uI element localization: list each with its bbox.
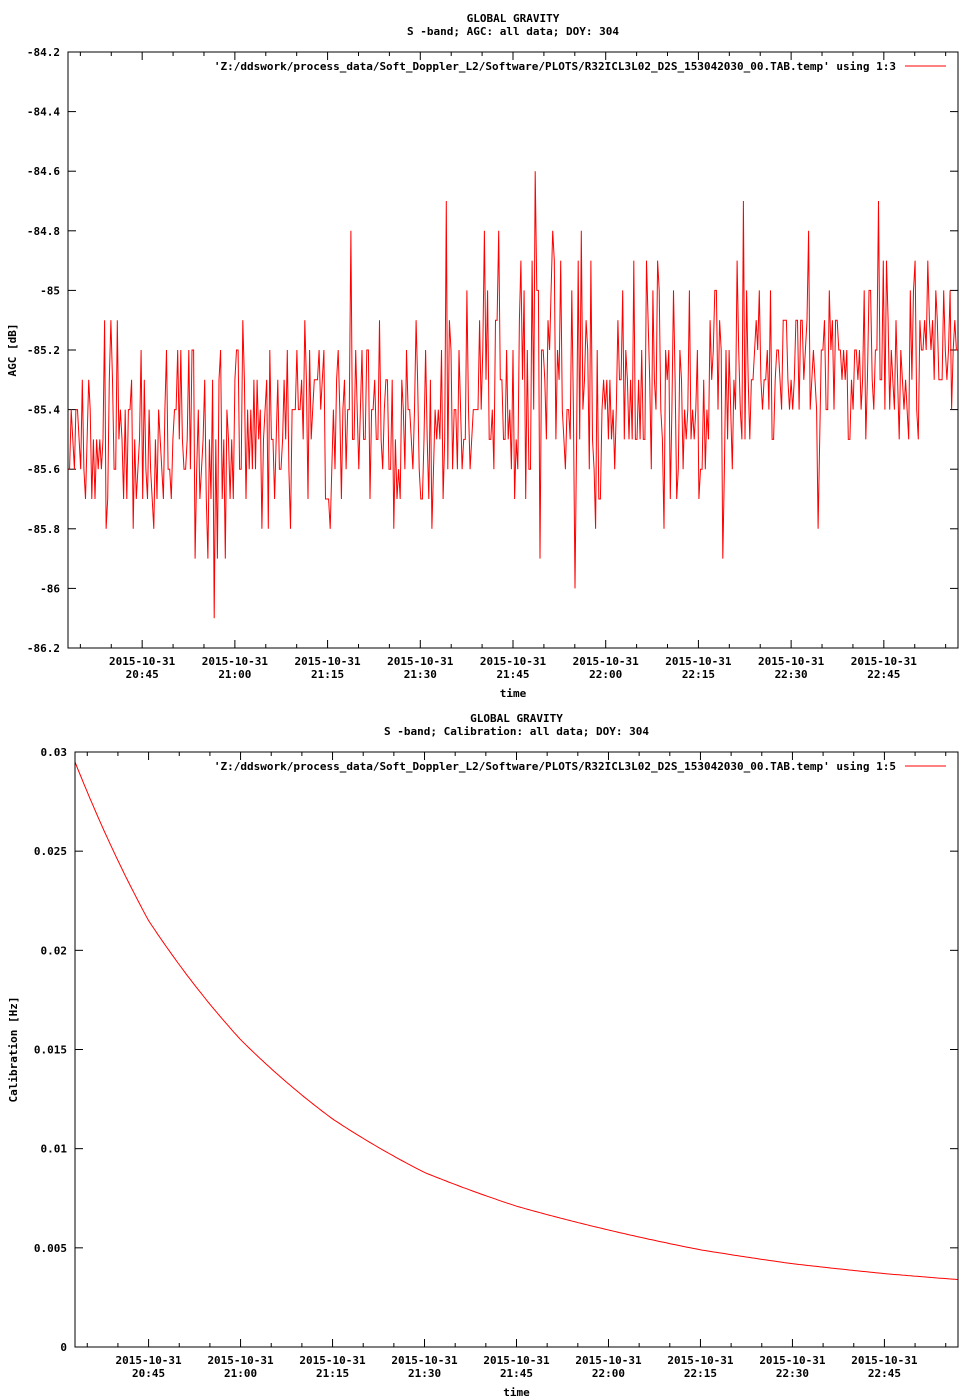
series-line (74, 761, 959, 1281)
x-tick-time-label: 22:15 (684, 1367, 717, 1380)
series-line (68, 171, 958, 619)
legend-label: 'Z:/ddswork/process_data/Soft_Doppler_L2… (214, 60, 896, 73)
y-tick-label: 0.02 (41, 944, 68, 957)
x-tick-date-label: 2015-10-31 (758, 655, 825, 668)
x-axis-label: time (500, 687, 527, 700)
y-tick-label: 0.015 (34, 1044, 67, 1057)
x-tick-time-label: 22:15 (682, 668, 715, 681)
x-tick-date-label: 2015-10-31 (573, 655, 640, 668)
y-tick-label: 0.01 (41, 1143, 68, 1156)
y-tick-label: 0.005 (34, 1242, 67, 1255)
x-tick-date-label: 2015-10-31 (207, 1354, 274, 1367)
x-tick-date-label: 2015-10-31 (299, 1354, 366, 1367)
x-tick-date-label: 2015-10-31 (483, 1354, 550, 1367)
y-axis-label: AGC [dB] (6, 324, 19, 377)
y-axis-label: Calibration [Hz] (7, 997, 20, 1103)
x-tick-date-label: 2015-10-31 (665, 655, 732, 668)
x-tick-time-label: 20:45 (126, 668, 159, 681)
chart-subtitle: S -band; Calibration: all data; DOY: 304 (384, 725, 649, 738)
x-tick-date-label: 2015-10-31 (667, 1354, 734, 1367)
x-tick-time-label: 22:00 (592, 1367, 625, 1380)
plot-frame (67, 51, 959, 649)
y-tick-label: -84.4 (27, 106, 60, 119)
chart-title: GLOBAL GRAVITY (467, 12, 560, 25)
x-tick-date-label: 2015-10-31 (294, 655, 361, 668)
x-tick-time-label: 21:00 (218, 668, 251, 681)
x-tick-time-label: 22:30 (775, 668, 808, 681)
x-tick-date-label: 2015-10-31 (851, 655, 918, 668)
y-tick-label: 0.025 (34, 845, 67, 858)
x-tick-date-label: 2015-10-31 (851, 1354, 918, 1367)
x-tick-time-label: 21:45 (500, 1367, 533, 1380)
x-tick-date-label: 2015-10-31 (391, 1354, 458, 1367)
y-tick-label: -84.2 (27, 46, 60, 59)
x-tick-time-label: 22:45 (868, 1367, 901, 1380)
x-tick-time-label: 21:45 (496, 668, 529, 681)
x-tick-time-label: 22:30 (776, 1367, 809, 1380)
y-tick-label: 0 (60, 1341, 67, 1354)
x-axis-label: time (503, 1386, 530, 1399)
x-tick-time-label: 21:30 (408, 1367, 441, 1380)
y-tick-label: -85.6 (27, 463, 60, 476)
chart-subtitle: S -band; AGC: all data; DOY: 304 (407, 25, 619, 38)
chart-title: GLOBAL GRAVITY (470, 712, 563, 725)
legend-label: 'Z:/ddswork/process_data/Soft_Doppler_L2… (214, 760, 896, 773)
y-tick-label: -85.4 (27, 404, 60, 417)
x-tick-time-label: 21:15 (316, 1367, 349, 1380)
x-tick-time-label: 22:45 (867, 668, 900, 681)
x-tick-date-label: 2015-10-31 (575, 1354, 642, 1367)
y-tick-label: -85.2 (27, 344, 60, 357)
y-tick-label: -86 (40, 582, 60, 595)
x-tick-time-label: 21:15 (311, 668, 344, 681)
x-tick-date-label: 2015-10-31 (115, 1354, 182, 1367)
x-tick-date-label: 2015-10-31 (202, 655, 269, 668)
x-tick-date-label: 2015-10-31 (387, 655, 454, 668)
x-tick-date-label: 2015-10-31 (109, 655, 176, 668)
y-tick-label: -85 (40, 284, 60, 297)
x-tick-date-label: 2015-10-31 (759, 1354, 826, 1367)
y-tick-label: -86.2 (27, 642, 60, 655)
x-tick-time-label: 21:30 (404, 668, 437, 681)
plot-frame (74, 751, 959, 1348)
x-tick-time-label: 22:00 (589, 668, 622, 681)
x-tick-time-label: 21:00 (224, 1367, 257, 1380)
y-tick-label: -84.8 (27, 225, 60, 238)
y-tick-label: -85.8 (27, 523, 60, 536)
x-tick-time-label: 20:45 (132, 1367, 165, 1380)
y-tick-label: 0.03 (41, 746, 68, 759)
y-tick-label: -84.6 (27, 165, 60, 178)
x-tick-date-label: 2015-10-31 (480, 655, 547, 668)
